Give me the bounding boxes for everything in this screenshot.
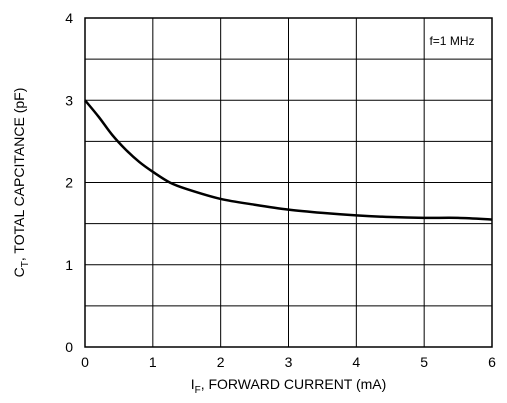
- x-tick-label: 2: [217, 354, 225, 370]
- grid: [85, 18, 492, 347]
- x-tick-labels: 0 1 2 3 4 5 6: [81, 354, 496, 370]
- y-tick-label: 0: [65, 339, 73, 355]
- x-axis-title: IF, FORWARD CURRENT (mA): [191, 376, 387, 396]
- x-tick-label: 5: [420, 354, 428, 370]
- capacitance-curve: [84, 99, 493, 221]
- y-axis-title: CT, TOTAL CAPCITANCE (pF): [11, 88, 31, 278]
- x-axis-title-rest: , FORWARD CURRENT (mA): [201, 376, 387, 392]
- x-tick-label: 4: [352, 354, 360, 370]
- x-tick-label: 3: [285, 354, 293, 370]
- x-tick-label: 0: [81, 354, 89, 370]
- y-tick-label: 3: [65, 92, 73, 108]
- y-tick-label: 2: [65, 175, 73, 191]
- x-tick-label: 1: [149, 354, 157, 370]
- x-tick-label: 6: [488, 354, 496, 370]
- plot-frame: [84, 17, 493, 348]
- y-axis-title-subscript: T: [20, 261, 31, 267]
- y-tick-label: 4: [65, 10, 73, 26]
- y-axis-title-main: C: [11, 267, 27, 277]
- x-axis-title-subscript: F: [195, 385, 201, 396]
- frequency-annotation: f=1 MHz: [429, 34, 474, 48]
- y-tick-labels: 0 1 2 3 4: [65, 10, 73, 355]
- x-axis-title-main: I: [191, 376, 195, 392]
- y-axis-title-rest: , TOTAL CAPCITANCE (pF): [11, 88, 27, 261]
- y-tick-label: 1: [65, 257, 73, 273]
